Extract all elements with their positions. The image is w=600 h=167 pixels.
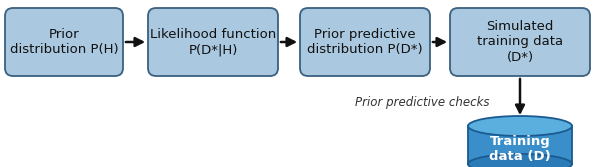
Ellipse shape [468,154,572,167]
Ellipse shape [468,116,572,136]
Text: Likelihood function
P(D*|H): Likelihood function P(D*|H) [150,28,276,56]
FancyBboxPatch shape [5,8,123,76]
Text: Prior predictive checks: Prior predictive checks [355,96,490,109]
Text: Training
data (D): Training data (D) [489,135,551,163]
FancyBboxPatch shape [300,8,430,76]
Text: Prior
distribution P(H): Prior distribution P(H) [10,28,118,56]
Bar [468,126,572,164]
Text: Simulated
training data
(D*): Simulated training data (D*) [477,21,563,63]
Text: Prior predictive
distribution P(D*): Prior predictive distribution P(D*) [307,28,423,56]
FancyBboxPatch shape [148,8,278,76]
FancyBboxPatch shape [450,8,590,76]
